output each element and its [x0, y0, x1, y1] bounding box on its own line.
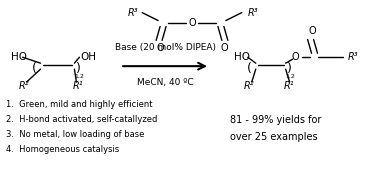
Text: MeCN, 40 ºC: MeCN, 40 ºC — [137, 78, 194, 87]
Text: 81 - 99% yields for: 81 - 99% yields for — [230, 115, 321, 125]
Text: 4.  Homogeneous catalysis: 4. Homogeneous catalysis — [6, 144, 119, 154]
Text: HO: HO — [11, 52, 27, 62]
Text: R³: R³ — [127, 8, 138, 18]
Text: 1.  Green, mild and highly efficient: 1. Green, mild and highly efficient — [6, 100, 152, 109]
Text: R¹: R¹ — [73, 81, 83, 91]
Text: O: O — [292, 52, 299, 62]
Text: R²: R² — [19, 81, 29, 91]
Text: OH: OH — [81, 52, 96, 62]
Text: O: O — [309, 27, 316, 36]
Text: 2.  H-bond activated, self-catallyzed: 2. H-bond activated, self-catallyzed — [6, 115, 157, 124]
Text: O: O — [156, 43, 164, 53]
Text: (: ( — [247, 62, 252, 75]
Text: R³: R³ — [248, 8, 259, 18]
Text: O: O — [220, 43, 228, 53]
Text: 1,2: 1,2 — [286, 74, 296, 79]
Text: R²: R² — [244, 81, 254, 91]
Text: ): ) — [287, 62, 292, 75]
Text: O: O — [188, 18, 196, 28]
Text: R³: R³ — [347, 52, 358, 62]
Text: (: ( — [32, 62, 37, 75]
Text: 1,2: 1,2 — [74, 74, 84, 79]
Text: R¹: R¹ — [284, 81, 294, 91]
Text: Base (20 mol% DIPEA): Base (20 mol% DIPEA) — [115, 43, 215, 52]
Text: 3.  No metal, low loading of base: 3. No metal, low loading of base — [6, 130, 144, 139]
Text: over 25 examples: over 25 examples — [230, 132, 318, 142]
Text: ): ) — [76, 62, 81, 75]
Text: HO: HO — [234, 52, 250, 62]
